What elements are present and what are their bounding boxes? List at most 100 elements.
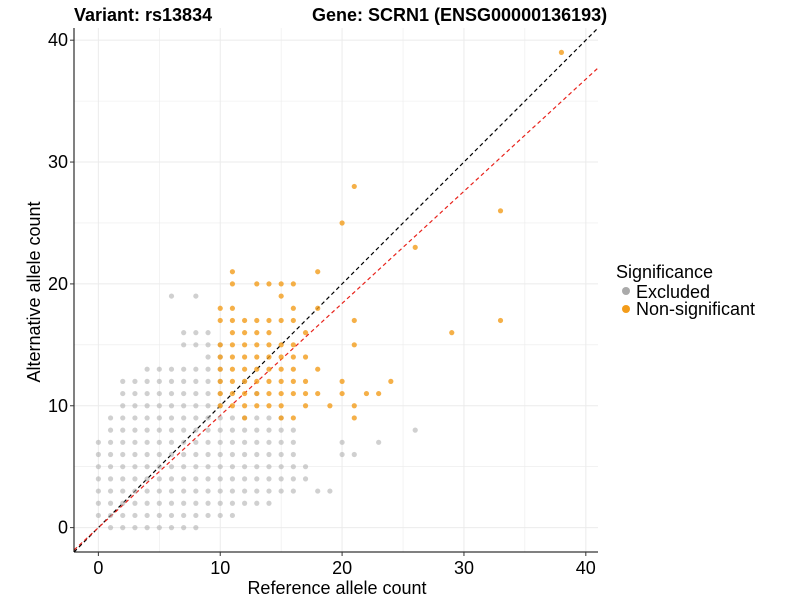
point-non-significant	[217, 378, 223, 384]
point-excluded	[156, 451, 162, 458]
point-excluded	[168, 451, 175, 458]
point-excluded	[132, 464, 138, 470]
point-excluded	[168, 464, 175, 470]
point-excluded	[168, 293, 175, 299]
point-excluded	[95, 500, 101, 506]
point-excluded	[242, 488, 248, 494]
point-excluded	[120, 464, 126, 470]
point-non-significant	[363, 390, 370, 397]
point-non-significant	[217, 305, 223, 311]
point-excluded	[229, 512, 236, 519]
point-excluded	[144, 415, 150, 421]
point-excluded	[144, 451, 150, 458]
point-excluded	[144, 464, 150, 470]
point-excluded	[266, 439, 272, 445]
point-excluded	[144, 403, 150, 409]
point-excluded	[205, 427, 211, 433]
point-excluded	[217, 439, 223, 445]
point-excluded	[132, 476, 138, 482]
point-non-significant	[290, 354, 296, 360]
y-tick-label: 40	[48, 30, 68, 50]
chart-title-gene: Gene: SCRN1 (ENSG00000136193)	[312, 5, 607, 25]
point-excluded	[254, 488, 260, 494]
legend-swatch-non-significant	[622, 305, 630, 313]
point-excluded	[217, 476, 223, 482]
point-non-significant	[217, 317, 223, 324]
point-excluded	[144, 427, 150, 433]
point-excluded	[132, 390, 138, 397]
point-excluded	[168, 500, 175, 506]
point-non-significant	[242, 366, 248, 372]
point-excluded	[181, 439, 187, 445]
point-excluded	[205, 403, 211, 409]
point-excluded	[205, 342, 211, 348]
point-excluded	[107, 512, 114, 519]
point-non-significant	[242, 403, 248, 409]
point-non-significant	[229, 378, 236, 384]
point-excluded	[254, 415, 260, 421]
point-excluded	[144, 488, 150, 494]
point-non-significant	[266, 342, 272, 348]
point-excluded	[327, 488, 333, 494]
point-non-significant	[217, 390, 223, 397]
point-excluded	[168, 476, 175, 482]
point-excluded	[217, 415, 223, 421]
point-non-significant	[290, 317, 296, 324]
point-non-significant	[278, 403, 284, 409]
point-excluded	[120, 390, 126, 397]
point-non-significant	[229, 330, 236, 336]
legend-label-excluded: Excluded	[636, 282, 710, 302]
point-excluded	[168, 488, 175, 494]
point-excluded	[193, 415, 199, 421]
point-non-significant	[229, 269, 236, 275]
x-tick-label: 40	[576, 558, 596, 578]
point-non-significant	[497, 208, 504, 214]
point-excluded	[229, 464, 236, 470]
point-excluded	[205, 512, 211, 519]
point-non-significant	[315, 390, 321, 397]
point-excluded	[229, 439, 236, 445]
legend-swatch-excluded	[622, 287, 630, 295]
point-excluded	[181, 415, 187, 421]
point-excluded	[120, 500, 126, 506]
grid	[74, 28, 598, 552]
point-excluded	[254, 427, 260, 433]
point-excluded	[242, 427, 248, 433]
point-non-significant	[315, 269, 321, 275]
point-non-significant	[217, 366, 223, 372]
point-non-significant	[278, 415, 284, 421]
point-non-significant	[278, 354, 284, 360]
point-non-significant	[339, 390, 345, 397]
x-axis-title: Reference allele count	[247, 578, 426, 598]
point-non-significant	[229, 317, 236, 324]
point-excluded	[229, 488, 236, 494]
point-excluded	[242, 464, 248, 470]
point-non-significant	[351, 342, 357, 348]
point-excluded	[412, 427, 418, 433]
point-excluded	[205, 366, 211, 372]
point-excluded	[193, 342, 199, 348]
point-excluded	[181, 366, 187, 372]
point-excluded	[278, 439, 284, 445]
point-non-significant	[242, 330, 248, 336]
point-excluded	[156, 403, 162, 409]
point-excluded	[168, 512, 175, 519]
point-non-significant	[254, 354, 260, 360]
point-excluded	[120, 525, 126, 531]
point-excluded	[156, 488, 162, 494]
point-excluded	[254, 439, 260, 445]
point-excluded	[95, 464, 101, 470]
point-non-significant	[449, 330, 455, 336]
point-excluded	[205, 439, 211, 445]
point-excluded	[351, 451, 357, 458]
point-excluded	[217, 427, 223, 433]
y-tick-label: 10	[48, 396, 68, 416]
point-excluded	[120, 488, 126, 494]
point-excluded	[254, 451, 260, 458]
point-excluded	[120, 427, 126, 433]
point-non-significant	[266, 317, 272, 324]
point-excluded	[132, 378, 138, 384]
point-excluded	[266, 476, 272, 482]
point-excluded	[132, 488, 138, 494]
point-non-significant	[229, 366, 236, 372]
